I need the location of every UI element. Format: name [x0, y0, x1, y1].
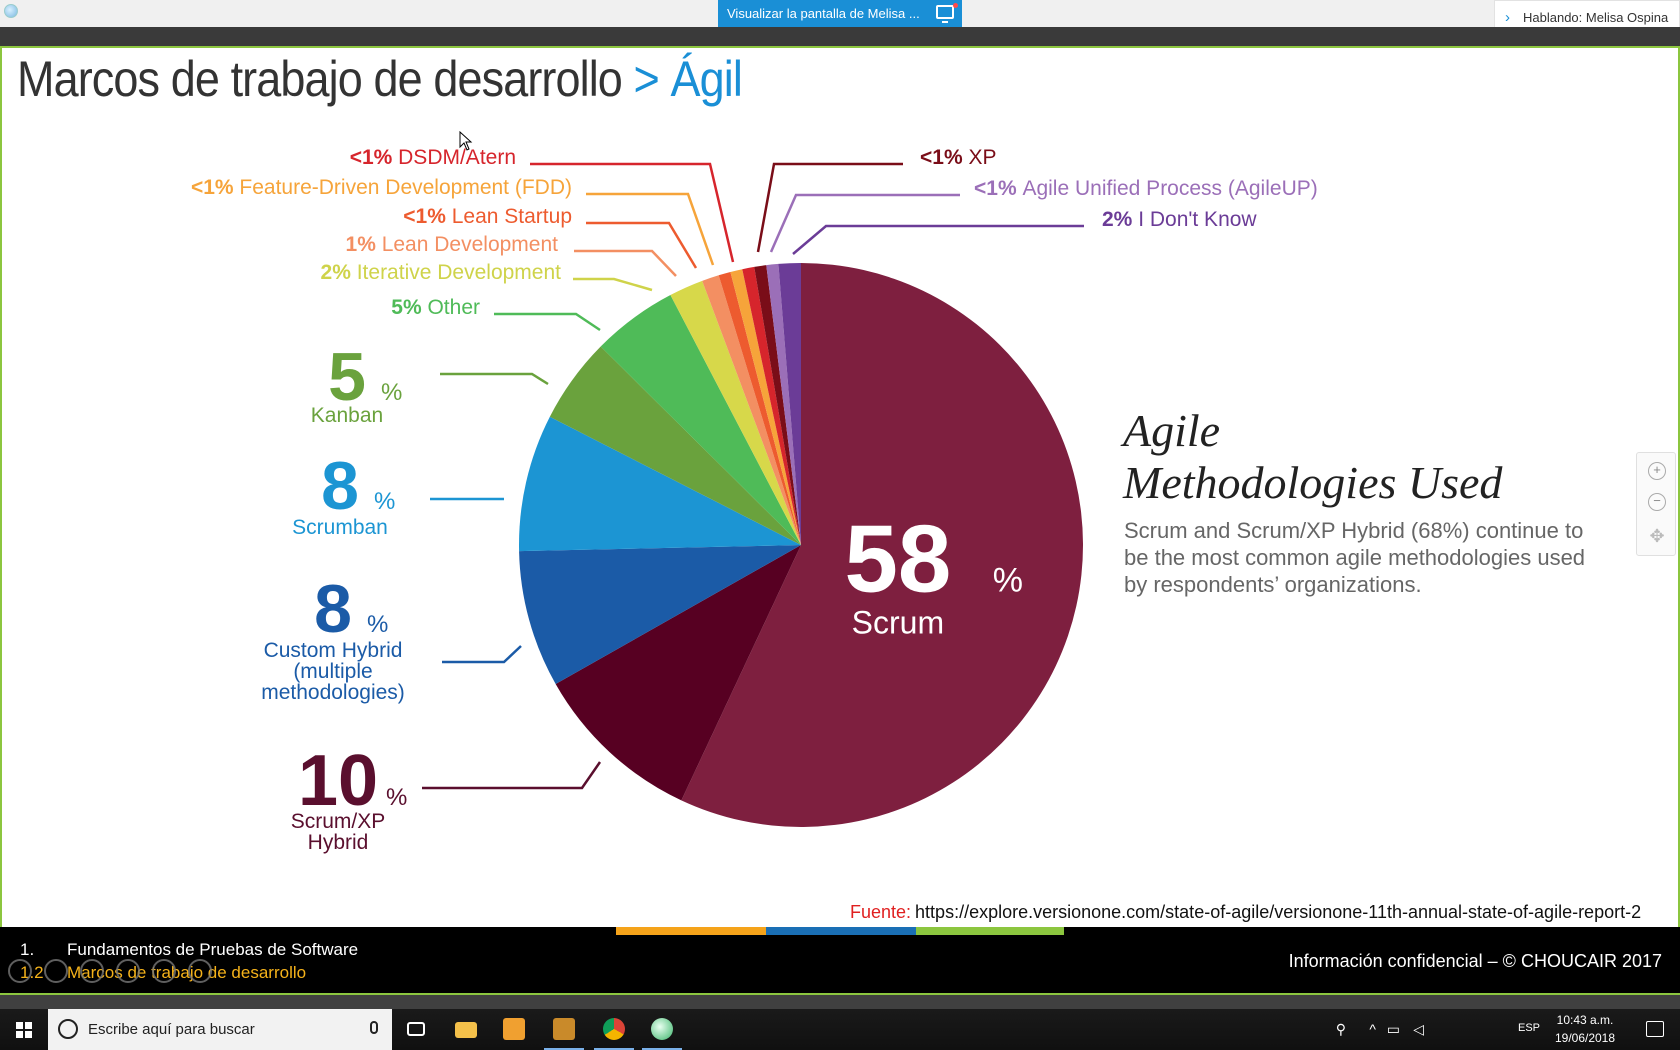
screen-share-label: Visualizar la pantalla de Melisa ...	[727, 6, 920, 21]
slide-footer: 1. Fundamentos de Pruebas de Software 1.…	[0, 927, 1680, 993]
task-view-icon	[407, 1022, 425, 1036]
action-center-icon[interactable]	[1646, 1021, 1664, 1037]
network-icon[interactable]: ▭	[1386, 1021, 1400, 1037]
cortana-icon	[58, 1019, 78, 1039]
slides-grid-button[interactable]	[116, 959, 140, 983]
live-dot-icon	[953, 3, 958, 8]
chrome-button[interactable]	[590, 1009, 638, 1050]
file-explorer-button[interactable]	[442, 1009, 490, 1050]
agile-heading-line1: Agile	[1123, 405, 1221, 456]
screen-share-banner[interactable]: Visualizar la pantalla de Melisa ...	[718, 0, 962, 27]
footer-color-bar-orange	[616, 927, 766, 935]
next-slide-button[interactable]	[44, 959, 68, 983]
chevron-right-icon: ›	[1505, 9, 1510, 26]
taskbar-search-box[interactable]: Escribe aquí para buscar	[48, 1009, 392, 1050]
people-icon[interactable]: ⚲	[1335, 1021, 1346, 1037]
source-url[interactable]: https://explore.versionone.com/state-of-…	[915, 902, 1642, 922]
slide-top-border	[0, 46, 1680, 48]
windows-logo-icon	[16, 1022, 32, 1038]
zoom-controls: + − ✥	[1636, 452, 1676, 556]
viewer-toolbar-strip	[0, 27, 1680, 46]
source-citation: Fuente: https://explore.versionone.com/st…	[850, 902, 1641, 923]
system-tray: ⚲ ^ ▭ ◁ ESP 10:43 a.m. 19/06/2018	[1280, 1009, 1680, 1050]
microphone-icon[interactable]	[370, 1021, 378, 1034]
mouse-cursor-icon	[459, 131, 473, 151]
agile-heading: Agile Methodologies Used	[1123, 405, 1502, 509]
meeting-app-icon	[651, 1018, 673, 1040]
folder-icon	[455, 1022, 477, 1038]
windows-taskbar: Escribe aquí para buscar ⚲ ^ ▭ ◁ ESP 10:…	[0, 1009, 1680, 1050]
agile-description: Scrum and Scrum/XP Hybrid (68%) continue…	[1124, 518, 1586, 597]
show-hidden-icons-icon[interactable]: ^	[1369, 1021, 1376, 1037]
start-button[interactable]	[0, 1009, 48, 1050]
zoom-in-icon[interactable]: +	[1648, 462, 1666, 480]
zoom-out-icon[interactable]: −	[1648, 493, 1666, 511]
footer-section-number: 1.	[20, 940, 35, 959]
search-placeholder: Escribe aquí para buscar	[88, 1021, 255, 1038]
meeting-app-button[interactable]	[638, 1009, 686, 1050]
media-player-icon	[503, 1018, 525, 1040]
media-player-button[interactable]	[490, 1009, 538, 1050]
source-label: Fuente:	[850, 902, 912, 922]
footer-color-bar-green	[916, 927, 1064, 935]
slide-title: Marcos de trabajo de desarrollo > Ágil	[17, 50, 743, 108]
clock-time[interactable]: 10:43 a.m.	[1556, 1013, 1614, 1027]
clock-date[interactable]: 19/06/2018	[1554, 1031, 1616, 1045]
sublime-button[interactable]	[540, 1009, 588, 1050]
slide-title-accent: > Ágil	[633, 51, 743, 107]
speaking-label: Hablando: Melisa Ospina	[1523, 10, 1669, 25]
slide-title-main: Marcos de trabajo de desarrollo	[17, 51, 623, 107]
footer-color-bar-blue	[766, 927, 916, 935]
pen-tool-button[interactable]	[80, 959, 104, 983]
language-indicator[interactable]: ESP	[1517, 1022, 1540, 1034]
prev-slide-button[interactable]	[8, 959, 32, 983]
monitor-icon	[936, 5, 954, 23]
more-options-button[interactable]	[188, 959, 212, 983]
slide-bottom-border	[0, 993, 1680, 995]
viewer-logo-icon	[4, 4, 18, 18]
agile-heading-line2: Methodologies Used	[1123, 457, 1503, 508]
footer-confidential: Información confidencial – © CHOUCAIR 20…	[1288, 951, 1662, 971]
volume-icon[interactable]: ◁	[1413, 1021, 1424, 1037]
pan-move-icon[interactable]: ✥	[1649, 526, 1665, 546]
sublime-icon	[553, 1018, 575, 1040]
footer-section-title: Fundamentos de Pruebas de Software	[67, 940, 359, 959]
task-view-button[interactable]	[392, 1009, 440, 1050]
zoom-slide-button[interactable]	[152, 959, 176, 983]
viewer-bottom-strip	[0, 995, 1680, 1009]
chrome-icon	[603, 1018, 625, 1040]
